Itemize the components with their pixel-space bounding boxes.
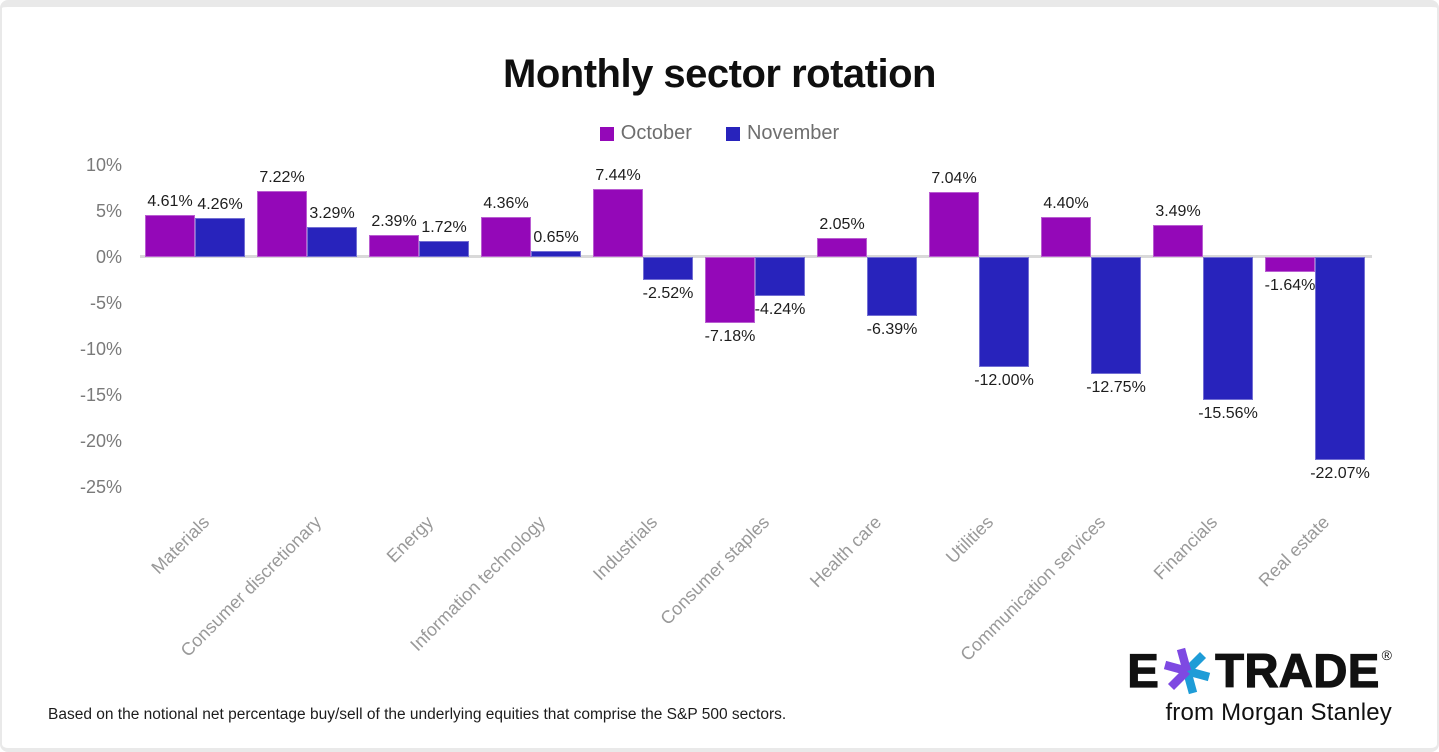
value-label-november-information-technology: 0.65% — [533, 229, 579, 247]
x-axis-label-industrials: Industrials — [588, 512, 662, 585]
bar-october-materials — [145, 214, 195, 257]
value-label-october-financials: 3.49% — [1155, 202, 1201, 220]
bar-november-consumer-staples — [755, 257, 805, 296]
legend-label-october: October — [620, 122, 692, 144]
value-label-november-communication-services: -12.75% — [1086, 379, 1146, 397]
y-axis-tick-label: 0% — [95, 247, 122, 267]
value-label-october-materials: 4.61% — [147, 192, 193, 210]
bar-october-consumer-staples — [705, 257, 755, 324]
value-label-november-materials: 4.26% — [197, 195, 243, 213]
value-label-november-consumer-discretionary: 3.29% — [309, 204, 355, 222]
bar-november-materials — [195, 217, 245, 257]
logo-word-trade: TRADE — [1215, 644, 1380, 697]
logo-letter-e: E — [1127, 644, 1160, 697]
legend-swatch-november-icon — [725, 126, 740, 141]
zero-axis-line — [140, 255, 1372, 258]
value-label-november-health-care: -6.39% — [866, 320, 918, 338]
bar-october-consumer-discretionary — [257, 190, 307, 257]
chart-title: Monthly sector rotation — [503, 52, 936, 96]
etrade-logo: E TRADE ® from Morgan Stanley — [1127, 644, 1392, 727]
bar-november-financials — [1203, 257, 1253, 401]
x-axis-label-health-care: Health care — [805, 512, 886, 592]
y-axis-tick-label: -5% — [89, 293, 122, 313]
x-axis-label-energy: Energy — [382, 512, 438, 567]
bar-october-health-care — [817, 238, 867, 257]
x-axis-label-materials: Materials — [147, 512, 214, 578]
bar-october-information-technology — [481, 216, 531, 257]
x-axis-label-consumer-staples: Consumer staples — [656, 512, 774, 629]
value-label-october-real-estate: -1.64% — [1264, 277, 1316, 295]
bar-october-utilities — [929, 192, 979, 257]
bar-november-utilities — [979, 257, 1029, 368]
legend-item-october: October — [599, 122, 692, 145]
bar-november-consumer-discretionary — [307, 226, 357, 257]
legend-swatch-october-icon — [599, 126, 614, 141]
bar-november-information-technology — [531, 251, 581, 257]
value-label-november-real-estate: -22.07% — [1310, 465, 1370, 483]
legend-item-november: November — [725, 122, 840, 145]
bar-october-industrials — [593, 188, 643, 257]
bar-november-real-estate — [1315, 257, 1365, 461]
bar-november-communication-services — [1091, 257, 1141, 375]
value-label-october-energy: 2.39% — [371, 213, 417, 230]
legend-label-november: November — [746, 122, 840, 144]
value-label-october-communication-services: 4.40% — [1043, 194, 1089, 212]
y-axis-tick-label: -25% — [79, 477, 122, 497]
etrade-wordmark: E TRADE ® — [1127, 644, 1392, 697]
bar-october-communication-services — [1041, 216, 1091, 257]
etrade-asterisk-icon — [1164, 647, 1211, 695]
bar-november-health-care — [867, 257, 917, 316]
y-axis-tick-label: -20% — [79, 431, 122, 451]
bar-october-financials — [1153, 224, 1203, 257]
value-label-october-utilities: 7.04% — [931, 170, 977, 188]
y-axis-tick-label: -15% — [79, 385, 122, 405]
bar-october-real-estate — [1265, 257, 1315, 273]
value-label-november-consumer-staples: -4.24% — [754, 301, 806, 318]
bar-november-industrials — [643, 257, 693, 281]
bar-november-energy — [419, 241, 469, 257]
value-label-october-health-care: 2.05% — [819, 216, 865, 234]
y-axis-tick-label: 5% — [95, 201, 122, 221]
chart-legend: October November — [0, 122, 1439, 145]
value-label-november-utilities: -12.00% — [974, 372, 1034, 390]
chart-footnote: Based on the notional net percentage buy… — [48, 706, 787, 723]
value-label-november-industrials: -2.52% — [642, 285, 694, 303]
logo-tagline: from Morgan Stanley — [1165, 699, 1392, 726]
value-label-october-consumer-staples: -7.18% — [704, 328, 756, 346]
x-axis-label-utilities: Utilities — [941, 512, 998, 568]
x-axis-label-financials: Financials — [1149, 512, 1222, 584]
registered-trademark-icon: ® — [1381, 647, 1392, 663]
value-label-november-financials: -15.56% — [1198, 405, 1258, 423]
value-label-october-consumer-discretionary: 7.22% — [259, 168, 305, 186]
bar-october-energy — [369, 235, 419, 257]
y-axis-tick-label: -10% — [79, 339, 122, 359]
value-label-november-energy: 1.72% — [421, 219, 467, 237]
y-axis-tick-label: 10% — [85, 155, 122, 175]
value-label-october-information-technology: 4.36% — [483, 194, 529, 212]
value-label-october-industrials: 7.44% — [595, 166, 641, 184]
x-axis-label-real-estate: Real estate — [1254, 512, 1334, 591]
